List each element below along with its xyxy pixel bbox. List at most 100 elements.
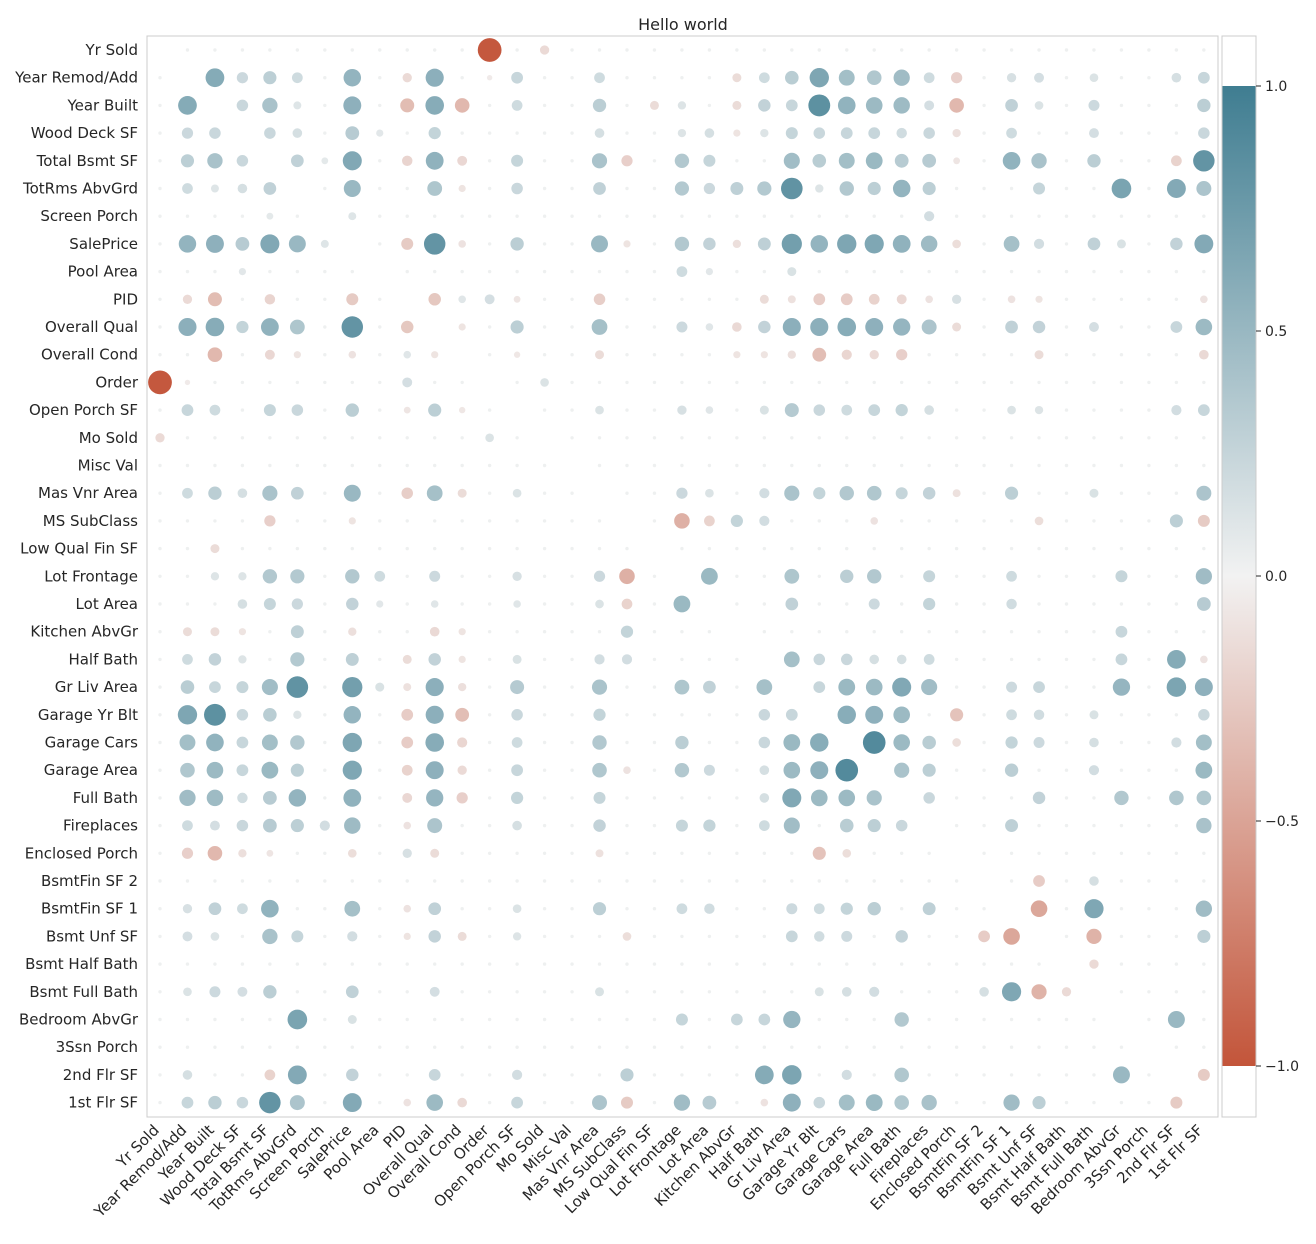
bubble-pool-area-x-overall-qual xyxy=(433,269,437,274)
y-tick-label: 1st Flr SF xyxy=(68,1094,138,1112)
bubble-wood-deck-sf-x-order xyxy=(487,131,492,135)
bubble-garage-yr-blt-x-fireplaces xyxy=(927,713,931,717)
bubble-wood-deck-sf-x-total-bsmt-sf xyxy=(264,127,276,139)
bubble-mas-vnr-area-x-enclosed-porch xyxy=(952,489,961,498)
bubble-lot-frontage-x-wood-deck-sf xyxy=(238,572,247,581)
bubble-1st-flr-sf-x-year-remod-add xyxy=(181,1096,194,1109)
bubble-saleprice-x-gr-liv-area xyxy=(781,233,802,255)
bubble-pid-x-garage-cars xyxy=(840,293,853,306)
bubble-total-bsmt-sf-x-bsmt-unf-sf xyxy=(1031,153,1047,169)
bubble-saleprice-x-2nd-flr-sf xyxy=(1170,237,1183,251)
bubble-bsmt-half-bath-x-saleprice xyxy=(350,962,354,966)
bubble-saleprice-x-bsmt-half-bath xyxy=(1064,242,1069,246)
bubble-pool-area-x-overall-cond xyxy=(460,269,464,274)
bubble-misc-val-x-3ssn-porch xyxy=(1147,463,1151,468)
bubble-gr-liv-area-x-kitchen-abvgr xyxy=(735,685,739,689)
bubble-pool-area-x-garage-cars xyxy=(845,269,849,274)
bubble-fireplaces-x-bedroom-abvgr xyxy=(1119,823,1124,828)
bubble-pid-x-open-porch-sf xyxy=(513,295,521,303)
bubble-open-porch-sf-x-bsmtfin-sf-2 xyxy=(982,408,986,412)
bubble-yr-sold-x-screen-porch xyxy=(323,48,327,52)
bubble-totrms-abvgrd-x-bsmt-full-bath xyxy=(1092,186,1096,191)
bubble-gr-liv-area-x-bsmtfin-sf-1 xyxy=(1006,681,1018,693)
bubble-totrms-abvgrd-x-misc-val xyxy=(570,186,574,191)
bubble-bsmt-unf-sf-x-1st-flr-sf xyxy=(1197,929,1211,943)
bubble-mas-vnr-area-x-screen-porch xyxy=(323,491,327,495)
bubble-bsmtfin-sf-1-x-kitchen-abvgr xyxy=(735,907,739,911)
bubble-order-x-year-built xyxy=(213,380,217,385)
bubble-total-bsmt-sf-x-full-bath xyxy=(894,153,909,168)
bubble-totrms-abvgrd-x-garage-cars xyxy=(839,181,854,196)
bubble-total-bsmt-sf-x-2nd-flr-sf xyxy=(1171,155,1182,167)
bubble-overall-qual-x-enclosed-porch xyxy=(952,322,962,332)
bubble-bsmt-full-bath-x-wood-deck-sf xyxy=(237,986,248,997)
bubble-kitchen-abvgr-x-totrms-abvgrd xyxy=(290,625,304,639)
bubble-ms-subclass-x-order xyxy=(487,519,492,523)
bubble-low-qual-fin-sf-x-misc-val xyxy=(570,546,574,551)
bubble-bsmt-unf-sf-x-bsmt-full-bath xyxy=(1086,928,1102,944)
bubble-pid-x-bsmt-unf-sf xyxy=(1035,295,1043,303)
y-tick-label: 3Ssn Porch xyxy=(56,1038,138,1056)
bubble-1st-flr-sf-x-open-porch-sf xyxy=(511,1096,523,1109)
bubble-garage-yr-blt-x-low-qual-fin-sf xyxy=(652,713,657,717)
bubble-pool-area-x-mo-sold xyxy=(542,269,547,274)
bubble-low-qual-fin-sf-x-totrms-abvgrd xyxy=(295,546,300,551)
bubble-half-bath-x-overall-qual xyxy=(428,653,441,666)
bubble-ms-subclass-x-2nd-flr-sf xyxy=(1169,514,1183,528)
bubble-low-qual-fin-sf-x-bsmt-full-bath xyxy=(1092,546,1096,551)
bubble-fireplaces-x-1st-flr-sf xyxy=(1196,817,1212,834)
bubble-overall-cond-x-low-qual-fin-sf xyxy=(652,353,657,357)
bubble-3ssn-porch-x-lot-area xyxy=(707,1045,712,1049)
bubble-bsmt-unf-sf-x-overall-cond xyxy=(457,931,467,941)
bubble-kitchen-abvgr-x-yr-sold xyxy=(158,630,162,634)
bubble-yr-sold-x-order xyxy=(477,38,502,62)
bubble-total-bsmt-sf-x-garage-yr-blt xyxy=(812,154,827,168)
bubble-totrms-abvgrd-x-bsmtfin-sf-1 xyxy=(1009,186,1014,191)
bubble-overall-cond-x-lot-frontage xyxy=(680,353,684,357)
bubble-pool-area-x-kitchen-abvgr xyxy=(735,269,739,274)
bubble-low-qual-fin-sf-x-overall-qual xyxy=(433,546,437,551)
bubble-bedroom-abvgr-x-yr-sold xyxy=(158,1017,162,1022)
bubble-saleprice-x-3ssn-porch xyxy=(1147,242,1151,246)
bubble-full-bath-x-bsmtfin-sf-2 xyxy=(982,796,986,800)
bubble-lot-area-x-low-qual-fin-sf xyxy=(652,602,657,606)
bubble-saleprice-x-ms-subclass xyxy=(623,240,631,248)
bubble-pool-area-x-lot-area xyxy=(705,268,714,276)
bubble-kitchen-abvgr-x-bsmtfin-sf-2 xyxy=(982,630,986,634)
bubble-screen-porch-x-misc-val xyxy=(570,214,574,218)
bubble-garage-yr-blt-x-bsmt-full-bath xyxy=(1089,710,1099,720)
bubble-mas-vnr-area-x-overall-qual xyxy=(426,485,443,502)
bubble-bsmtfin-sf-2-x-bsmtfin-sf-1 xyxy=(1009,879,1014,883)
bubble-garage-cars-x-fireplaces xyxy=(922,735,936,750)
bubble-lot-frontage-x-mo-sold xyxy=(542,574,547,578)
bubble-fireplaces-x-wood-deck-sf xyxy=(236,819,249,832)
bubble-overall-cond-x-garage-yr-blt xyxy=(812,347,827,362)
bubble-pool-area-x-bsmt-full-bath xyxy=(1092,269,1096,274)
bubble-full-bath-x-overall-cond xyxy=(456,792,468,804)
bubble-year-built-x-yr-sold xyxy=(158,103,162,108)
bubble-overall-qual-x-bsmt-full-bath xyxy=(1089,322,1099,332)
bubble-yr-sold-x-garage-cars xyxy=(845,48,849,52)
bubble-enclosed-porch-x-bsmt-unf-sf xyxy=(1037,851,1041,855)
bubble-screen-porch-x-year-remod-add xyxy=(185,214,190,218)
bubble-ms-subclass-x-pool-area xyxy=(378,519,382,523)
bubble-totrms-abvgrd-x-bsmt-unf-sf xyxy=(1033,182,1046,195)
bubble-lot-area-x-full-bath xyxy=(899,602,904,606)
bubble-overall-cond-x-misc-val xyxy=(570,353,574,357)
bubble-bsmtfin-sf-2-x-totrms-abvgrd xyxy=(295,879,300,883)
bubble-ms-subclass-x-1st-flr-sf xyxy=(1197,514,1210,527)
bubble-enclosed-porch-x-low-qual-fin-sf xyxy=(652,851,657,855)
bubble-year-built-x-ms-subclass xyxy=(625,103,629,108)
bubble-3ssn-porch-x-bsmt-unf-sf xyxy=(1037,1045,1041,1049)
bubble-mas-vnr-area-x-overall-cond xyxy=(457,488,467,498)
bubble-wood-deck-sf-x-fireplaces xyxy=(923,127,935,139)
bubble-bsmtfin-sf-1-x-bedroom-abvgr xyxy=(1119,907,1124,911)
bubble-year-built-x-half-bath xyxy=(758,99,771,112)
y-tick-label: Order xyxy=(95,373,138,391)
bubble-low-qual-fin-sf-x-open-porch-sf xyxy=(515,546,519,551)
bubble-bsmtfin-sf-2-x-overall-qual xyxy=(433,879,437,883)
bubble-year-remod-add-x-bsmt-unf-sf xyxy=(1034,72,1044,83)
bubble-order-x-pid xyxy=(402,377,413,388)
bubble-screen-porch-x-bsmt-unf-sf xyxy=(1037,214,1041,218)
